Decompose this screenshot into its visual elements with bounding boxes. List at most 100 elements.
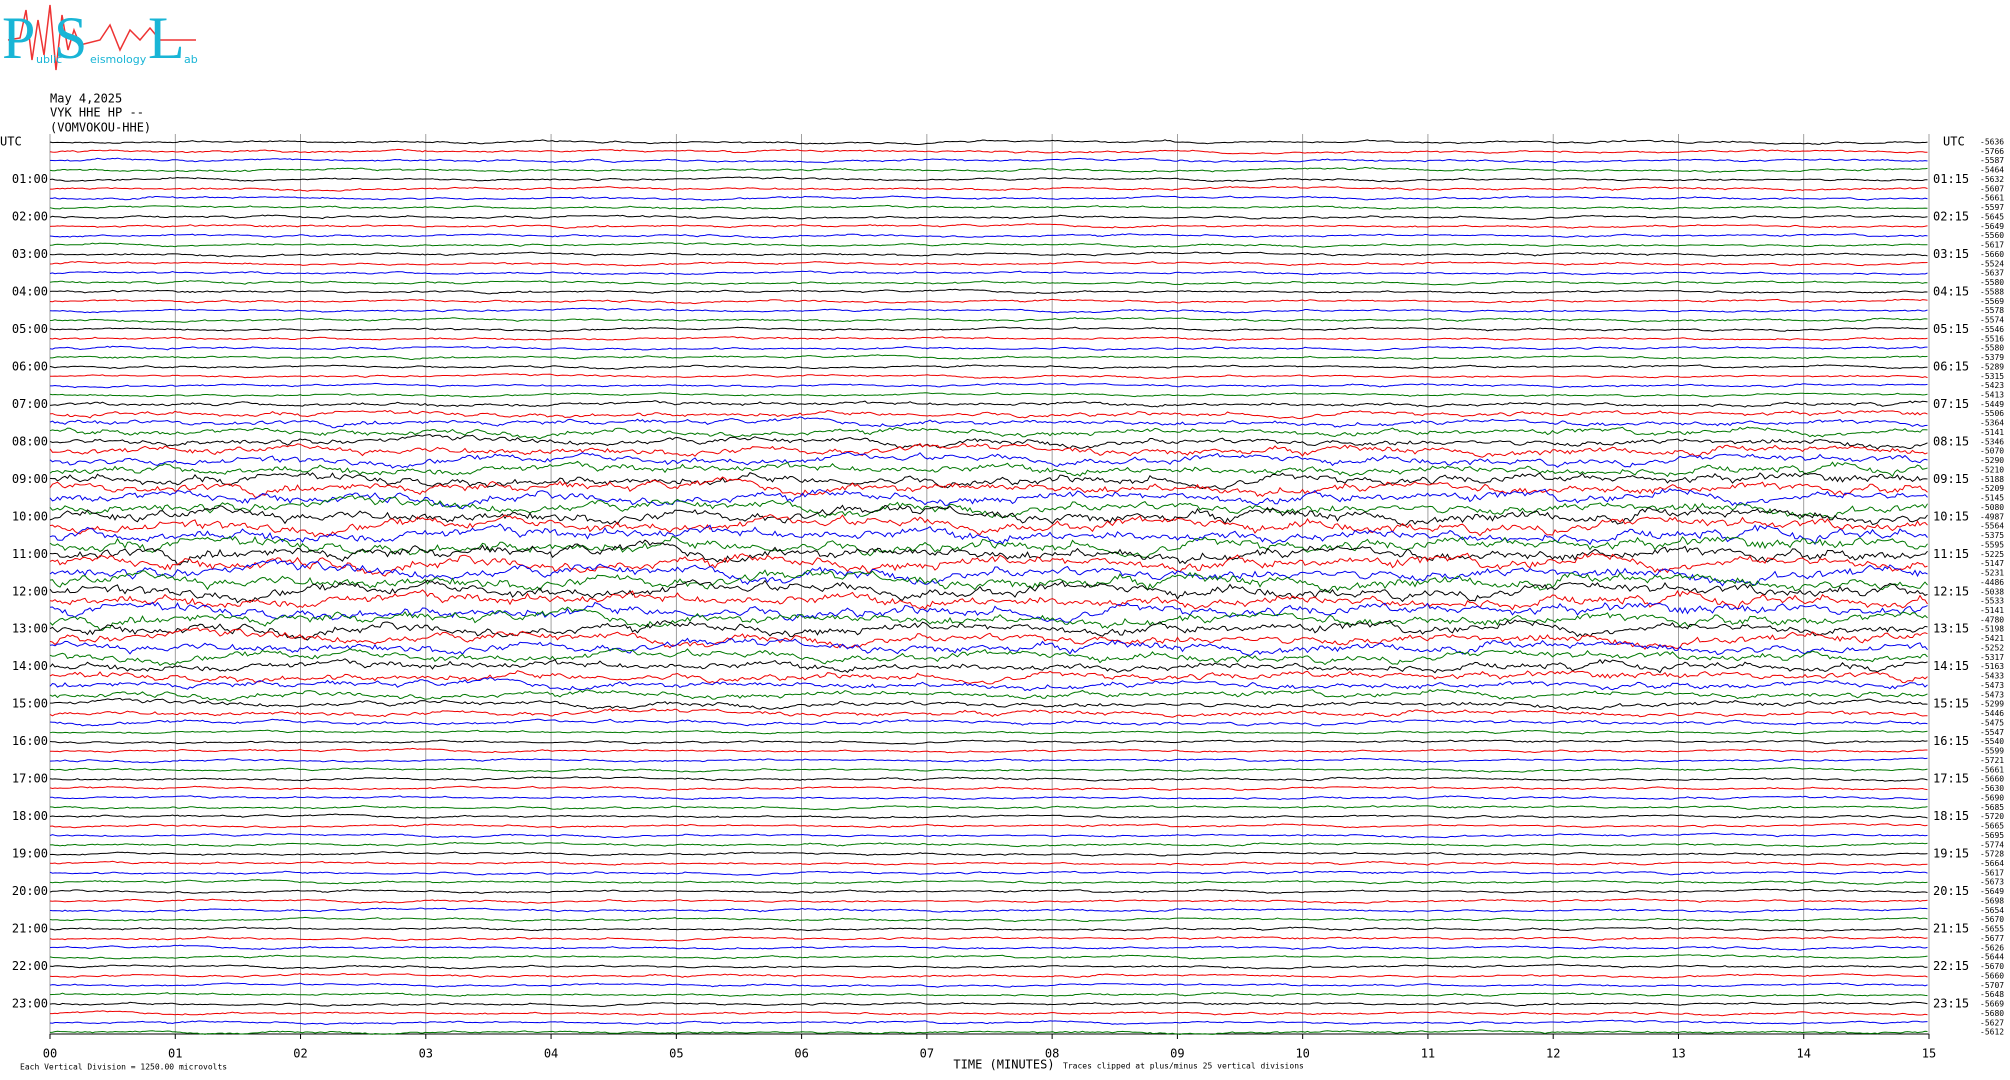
row-value: -5524 — [1980, 259, 2004, 268]
left-time-label: 15:00 — [12, 697, 48, 711]
trace — [49, 841, 1928, 848]
row-value: -5721 — [1980, 756, 2004, 765]
row-value: -5580 — [1980, 344, 2004, 353]
x-tick-label: 01 — [168, 1047, 182, 1061]
trace — [49, 973, 1928, 979]
trace — [49, 627, 1928, 650]
trace — [49, 992, 1928, 998]
trace — [49, 776, 1928, 782]
row-value: -5569 — [1980, 297, 2004, 306]
row-value: -5690 — [1980, 793, 2004, 802]
trace — [49, 251, 1928, 258]
right-time-label: 05:15 — [1933, 322, 1969, 336]
left-time-label: 04:00 — [12, 284, 48, 298]
trace — [50, 697, 1928, 711]
row-value: -5685 — [1980, 803, 2004, 812]
logo-text: eismology — [90, 53, 147, 66]
x-tick-label: 02 — [293, 1047, 307, 1061]
row-value: -5649 — [1980, 887, 2004, 896]
trace — [49, 619, 1928, 641]
trace — [49, 879, 1928, 886]
row-value: -5580 — [1980, 278, 2004, 287]
trace — [49, 870, 1928, 876]
trace — [49, 813, 1928, 819]
trace — [50, 795, 1928, 801]
row-value: -5728 — [1980, 850, 2004, 859]
x-tick-label: 06 — [794, 1047, 808, 1061]
row-value: -5141 — [1980, 428, 2004, 437]
trace — [49, 718, 1928, 727]
left-time-label: 22:00 — [12, 959, 48, 973]
trace — [49, 579, 1928, 604]
station: (VOMVOKOU-HHE) — [50, 121, 151, 135]
left-time-label: 13:00 — [12, 622, 48, 636]
row-value: -5209 — [1980, 484, 2004, 493]
left-time-label: UTC — [0, 135, 22, 149]
trace — [49, 392, 1928, 398]
row-value: -5680 — [1980, 1009, 2004, 1018]
row-value: -5080 — [1980, 503, 2004, 512]
row-value: -5516 — [1980, 334, 2004, 343]
x-axis-title: TIME (MINUTES) — [953, 1058, 1054, 1072]
row-value: -5210 — [1980, 465, 2004, 474]
x-tick-label: 10 — [1295, 1047, 1309, 1061]
trace — [49, 433, 1928, 450]
left-time-label: 02:00 — [12, 209, 48, 223]
trace — [50, 747, 1928, 754]
trace — [49, 233, 1928, 239]
trace — [49, 729, 1928, 735]
clip-note: Traces clipped at plus/minus 25 vertical… — [1063, 1062, 1304, 1071]
trace — [49, 214, 1928, 220]
trace — [49, 785, 1928, 791]
row-value: -5506 — [1980, 409, 2004, 418]
trace — [49, 676, 1928, 692]
left-time-label: 08:00 — [12, 434, 48, 448]
row-value: -5637 — [1980, 269, 2004, 278]
row-value: -5198 — [1980, 625, 2004, 634]
trace — [49, 270, 1928, 276]
trace — [49, 1001, 1928, 1007]
row-value: -5677 — [1980, 934, 2004, 943]
trace — [49, 767, 1928, 773]
channel: VYK HHE HP -- — [50, 106, 144, 120]
row-value: -5546 — [1980, 325, 2004, 334]
row-value: -5664 — [1980, 859, 2004, 868]
right-time-label: 10:15 — [1933, 509, 1969, 523]
logo-letter: S — [54, 5, 87, 71]
row-value: -5632 — [1980, 175, 2004, 184]
trace — [49, 907, 1928, 913]
right-time-label: 14:15 — [1933, 659, 1969, 673]
left-time-label: 05:00 — [12, 322, 48, 336]
right-time-label: 04:15 — [1933, 284, 1969, 298]
left-time-label: 06:00 — [12, 359, 48, 373]
row-value: -5299 — [1980, 700, 2004, 709]
left-time-label: 18:00 — [12, 809, 48, 823]
row-value: -5070 — [1980, 447, 2004, 456]
row-value: -5423 — [1980, 381, 2004, 390]
row-value: -5612 — [1980, 1028, 2004, 1037]
trace — [49, 400, 1928, 408]
trace — [49, 223, 1928, 229]
row-value: -5315 — [1980, 372, 2004, 381]
trace — [49, 552, 1928, 577]
trace — [49, 409, 1928, 420]
trace — [50, 373, 1928, 379]
left-time-label: 17:00 — [12, 772, 48, 786]
trace — [49, 982, 1928, 988]
trace — [50, 354, 1928, 361]
right-time-label: 20:15 — [1933, 884, 1969, 898]
logo-letter: P — [2, 5, 35, 71]
right-time-label: 18:15 — [1933, 809, 1969, 823]
left-time-label: 09:00 — [12, 472, 48, 486]
right-time-label: 19:15 — [1933, 847, 1969, 861]
row-value: -5599 — [1980, 747, 2004, 756]
row-value: -5655 — [1980, 925, 2004, 934]
logo-text: ab — [184, 53, 198, 66]
row-value: -5473 — [1980, 681, 2004, 690]
row-value: -5644 — [1980, 953, 2004, 962]
row-value: -5290 — [1980, 456, 2004, 465]
right-time-label: UTC — [1943, 135, 1965, 149]
x-tick-label: 15 — [1922, 1047, 1936, 1061]
trace — [49, 539, 1928, 566]
trace — [49, 559, 1928, 587]
